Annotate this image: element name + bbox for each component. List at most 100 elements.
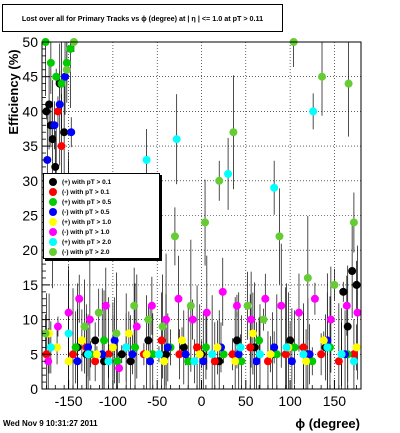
data-point — [175, 350, 184, 359]
y-tick-label: 0 — [30, 381, 38, 397]
data-point — [146, 357, 155, 366]
data-point — [319, 336, 328, 345]
data-point — [162, 350, 171, 359]
legend-marker — [49, 208, 57, 216]
data-point — [46, 58, 55, 67]
legend-label: (-) with pT > 2.0 — [62, 248, 110, 256]
legend-marker — [49, 198, 57, 206]
data-point — [172, 135, 181, 144]
data-point — [213, 343, 222, 352]
x-tick-label: 100 — [278, 393, 302, 409]
data-point — [57, 79, 66, 88]
data-point — [352, 280, 361, 289]
data-point — [294, 308, 303, 317]
data-point — [252, 357, 261, 366]
data-point — [352, 343, 361, 352]
data-point — [64, 329, 73, 338]
data-point — [142, 350, 151, 359]
data-point — [52, 72, 61, 81]
data-point — [299, 350, 308, 359]
data-point — [73, 357, 82, 366]
data-point — [272, 350, 281, 359]
x-tick-label: 0 — [198, 393, 206, 409]
legend-label: (+) with pT > 0.1 — [62, 178, 112, 186]
y-tick-label: 20 — [22, 242, 38, 258]
y-tick-label: 45 — [22, 69, 38, 85]
data-point — [232, 336, 241, 345]
data-point — [229, 128, 238, 137]
data-point — [184, 357, 193, 366]
data-point — [186, 301, 195, 310]
data-point — [287, 357, 296, 366]
data-point — [75, 294, 84, 303]
data-point — [115, 364, 124, 373]
data-point — [51, 162, 60, 171]
data-point — [309, 107, 318, 116]
data-point — [66, 44, 75, 53]
legend-marker — [49, 228, 57, 236]
data-point — [343, 322, 352, 331]
data-point — [122, 343, 131, 352]
data-point — [201, 218, 210, 227]
x-tick-label: -100 — [99, 393, 127, 409]
data-point — [91, 357, 100, 366]
data-point — [188, 315, 197, 324]
legend-entry: (-) with pT > 2.0 — [44, 247, 110, 257]
data-point — [53, 322, 62, 331]
data-point — [84, 343, 93, 352]
legend-entry: (+) with pT > 0.1 — [44, 177, 111, 187]
data-point — [218, 287, 227, 296]
legend-entry: (+) with pT > 0.5 — [44, 197, 111, 207]
data-point — [126, 357, 135, 366]
data-point — [101, 301, 110, 310]
data-point — [248, 329, 257, 338]
data-point — [305, 350, 314, 359]
y-tick-label: 15 — [22, 277, 38, 293]
data-point — [270, 343, 279, 352]
data-point — [43, 155, 52, 164]
data-point — [202, 308, 211, 317]
data-point — [104, 350, 113, 359]
data-point — [62, 58, 71, 67]
legend-entry: (-) with pT > 1.0 — [44, 227, 110, 237]
data-point — [61, 72, 70, 81]
data-point — [85, 315, 94, 324]
y-tick-label: 35 — [22, 138, 38, 154]
data-point — [108, 343, 117, 352]
data-point — [349, 350, 358, 359]
legend-marker — [49, 218, 57, 226]
data-point — [160, 357, 169, 366]
x-tick-label: 150 — [323, 393, 347, 409]
data-point — [210, 357, 219, 366]
data-point — [281, 350, 290, 359]
data-point — [128, 350, 137, 359]
grid-lines — [42, 42, 361, 389]
data-point — [45, 100, 54, 109]
legend-marker — [49, 188, 57, 196]
data-point — [170, 232, 179, 241]
data-point — [148, 350, 157, 359]
data-point — [247, 315, 256, 324]
y-tick-label: 5 — [30, 346, 38, 362]
data-point — [181, 350, 190, 359]
data-point — [142, 155, 151, 164]
data-point — [71, 343, 80, 352]
data-point — [270, 183, 279, 192]
data-point — [130, 301, 139, 310]
data-point — [349, 218, 358, 227]
data-point — [231, 357, 240, 366]
data-point — [55, 100, 64, 109]
data-point — [62, 65, 71, 74]
data-point — [158, 322, 167, 331]
data-point — [275, 232, 284, 241]
data-point — [266, 350, 275, 359]
data-point — [91, 336, 100, 345]
x-tick-label: -50 — [147, 393, 167, 409]
data-point — [237, 357, 246, 366]
legend-label: (+) with pT > 1.0 — [62, 218, 112, 226]
data-point — [53, 343, 62, 352]
data-point — [69, 350, 78, 359]
data-point — [261, 294, 270, 303]
data-point — [299, 343, 308, 352]
data-point — [104, 357, 113, 366]
